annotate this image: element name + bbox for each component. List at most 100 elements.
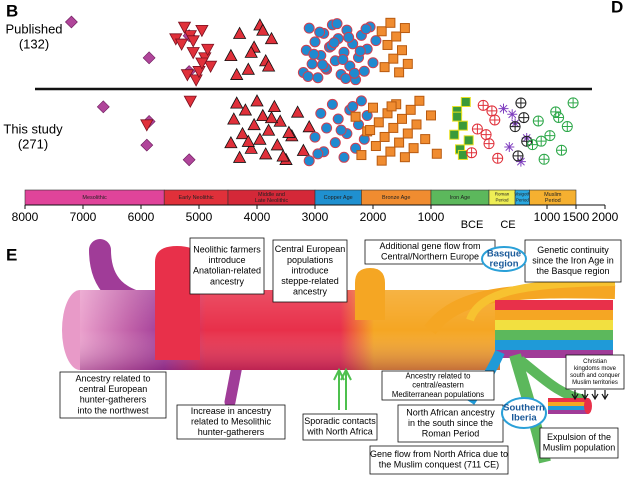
stripe [548, 398, 588, 402]
sample-marker [361, 110, 373, 122]
stripe [495, 310, 613, 320]
sample-marker [504, 141, 515, 152]
sample-marker [296, 143, 311, 156]
annotation-text: hunter-gatherers [198, 427, 265, 437]
row-label: Published [5, 21, 62, 36]
sample-marker [397, 113, 407, 124]
sample-marker [561, 121, 573, 132]
sample-marker [382, 39, 393, 50]
annotation-box [539, 427, 619, 459]
sample-marker [379, 62, 390, 73]
annotation-box [524, 239, 622, 283]
sample-marker [550, 106, 562, 118]
stripe [495, 340, 613, 350]
sample-marker [360, 23, 372, 35]
sample-marker [457, 120, 468, 131]
region-ellipse [501, 397, 547, 429]
annotation-text: south and conquer [570, 373, 620, 379]
annotation-box [369, 445, 509, 475]
panel-label: D [611, 0, 623, 16]
annotation-box [381, 370, 495, 401]
region-ellipse [481, 246, 527, 272]
sample-marker [397, 45, 407, 56]
sample-marker [224, 48, 238, 62]
period-label: Copper Age [324, 195, 353, 201]
stripe [548, 406, 588, 410]
stripe [495, 350, 613, 358]
x-tick-label: 6000 [128, 210, 155, 224]
sample-marker [535, 135, 547, 147]
sample-marker [376, 155, 387, 166]
annotation-box [302, 413, 378, 441]
sample-marker [466, 147, 478, 159]
sample-marker [556, 144, 568, 156]
sample-marker [354, 45, 366, 57]
period-label: Roman [495, 192, 510, 197]
sample-marker [328, 37, 340, 49]
annotation-text: introduce [208, 255, 245, 265]
annotation-text: Roman Period [422, 428, 480, 438]
sample-marker [402, 128, 413, 139]
annotation-text: the Muslim conquest (711 CE) [379, 460, 499, 470]
period-label: Middle and [258, 192, 285, 198]
x-tick-label: 1500 [563, 210, 590, 224]
sample-marker [426, 110, 436, 121]
sample-marker [367, 57, 379, 69]
sample-marker [182, 153, 196, 167]
sample-marker [264, 31, 279, 45]
sample-marker [238, 103, 253, 116]
sample-marker [553, 112, 565, 123]
sample-marker [244, 141, 258, 154]
annotation-text: ancestry [293, 287, 328, 297]
annotation-text: central/eastern [412, 381, 464, 390]
sample-marker [399, 152, 410, 163]
sample-marker [259, 147, 273, 160]
x-tick-label: 2000 [592, 210, 619, 224]
stripe [495, 300, 613, 310]
annotation-text: introduce [291, 265, 328, 275]
sample-marker [276, 149, 290, 162]
stripe [495, 320, 613, 330]
sample-marker [337, 54, 349, 66]
sample-marker [350, 111, 361, 122]
sample-marker [314, 26, 326, 38]
panel-label: E [6, 245, 17, 264]
sample-marker [195, 24, 209, 38]
annotation-text: Gene flow from North Africa due to [370, 449, 508, 459]
annotation-text: with North Africa [306, 427, 373, 437]
sample-marker [498, 103, 509, 114]
sample-marker [452, 111, 463, 122]
sample-marker [224, 135, 238, 149]
sample-marker [370, 35, 382, 47]
sample-marker [414, 95, 425, 106]
annotation-text: into the northwest [77, 405, 149, 415]
sample-marker [376, 26, 387, 37]
sample-marker [302, 119, 316, 133]
sample-marker [189, 74, 203, 87]
sample-marker [309, 131, 321, 143]
annotation-box [176, 404, 286, 440]
sample-marker [183, 95, 197, 108]
sample-marker [521, 135, 533, 147]
sample-marker [356, 150, 367, 161]
sample-marker [544, 130, 556, 142]
sample-marker [177, 21, 192, 34]
sample-marker [306, 58, 318, 70]
x-tick-label: 5000 [186, 210, 213, 224]
sample-marker [394, 137, 405, 148]
sample-marker [140, 138, 154, 152]
annotation-text: populations [287, 255, 334, 265]
period-label: Mesolithic [82, 195, 107, 201]
sample-marker [309, 36, 321, 48]
annotation-text: Neolithic farmers [193, 244, 261, 254]
sample-marker [515, 156, 526, 167]
sample-marker [186, 35, 200, 48]
sample-marker [201, 43, 215, 57]
sample-marker [347, 100, 359, 112]
sample-marker [256, 108, 270, 122]
sample-marker [282, 125, 296, 138]
region-label: Southern [503, 403, 545, 414]
sample-marker [227, 112, 241, 125]
sample-marker [365, 125, 376, 136]
annotation-text: North African ancestry [406, 407, 495, 417]
